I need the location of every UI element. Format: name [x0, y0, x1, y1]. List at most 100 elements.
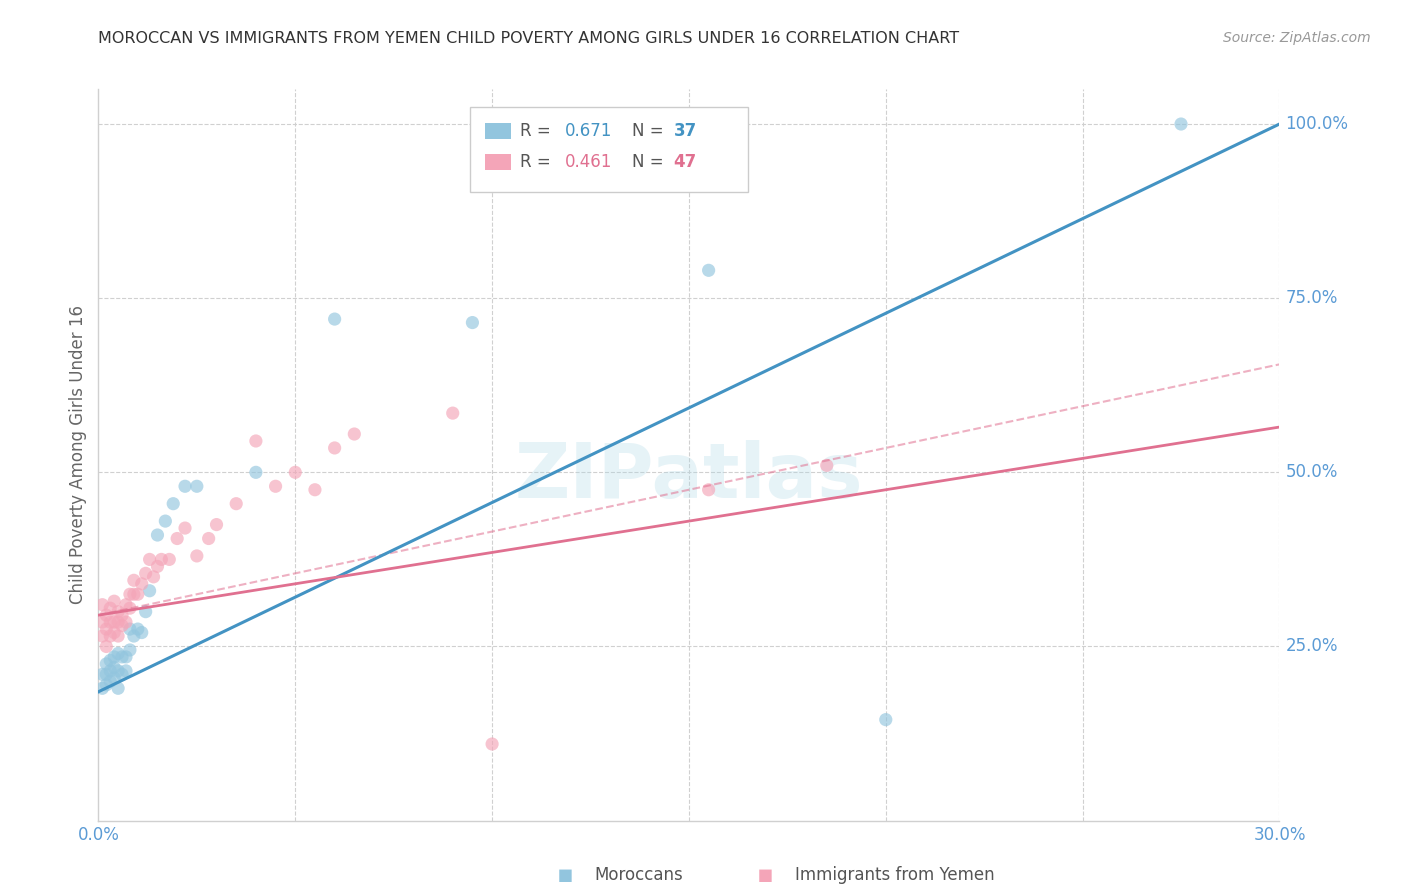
Point — [96, 678, 118, 692]
Point — [697, 483, 720, 497]
Point — [115, 598, 138, 612]
Point — [103, 625, 125, 640]
Point — [98, 653, 121, 667]
Point — [98, 674, 121, 689]
Point — [107, 647, 129, 661]
Text: 100.0%: 100.0% — [1285, 115, 1348, 133]
Point — [122, 574, 145, 588]
Point — [138, 552, 160, 566]
Point — [142, 570, 165, 584]
Text: ▪: ▪ — [557, 863, 574, 888]
Text: N =: N = — [633, 153, 669, 171]
Point — [174, 479, 197, 493]
Point — [103, 615, 125, 629]
Point — [96, 667, 118, 681]
Point — [875, 713, 897, 727]
Point — [343, 427, 366, 442]
Text: Immigrants from Yemen: Immigrants from Yemen — [796, 866, 995, 885]
Point — [122, 587, 145, 601]
Point — [264, 479, 287, 493]
Point — [304, 483, 326, 497]
Point — [96, 657, 118, 671]
Point — [91, 629, 114, 643]
Point — [111, 618, 134, 632]
Point — [107, 629, 129, 643]
Point — [107, 605, 129, 619]
Point — [91, 667, 114, 681]
Point — [98, 601, 121, 615]
Point — [150, 552, 173, 566]
Text: R =: R = — [520, 122, 555, 140]
Point — [461, 316, 484, 330]
Point — [111, 608, 134, 623]
Bar — [485, 154, 510, 170]
Text: ZIPatlas: ZIPatlas — [515, 440, 863, 514]
Point — [96, 622, 118, 636]
Point — [481, 737, 503, 751]
Point — [245, 466, 267, 480]
Point — [131, 576, 153, 591]
Point — [103, 660, 125, 674]
Text: R =: R = — [520, 153, 555, 171]
Point — [111, 667, 134, 681]
Text: MOROCCAN VS IMMIGRANTS FROM YEMEN CHILD POVERTY AMONG GIRLS UNDER 16 CORRELATION: MOROCCAN VS IMMIGRANTS FROM YEMEN CHILD … — [98, 31, 959, 46]
Text: ▪: ▪ — [758, 863, 775, 888]
Point — [115, 664, 138, 678]
Point — [135, 605, 157, 619]
Point — [323, 312, 346, 326]
Point — [127, 622, 149, 636]
Point — [162, 497, 184, 511]
Text: N =: N = — [633, 122, 669, 140]
Point — [245, 434, 267, 448]
Point — [205, 517, 228, 532]
Point — [111, 649, 134, 664]
FancyBboxPatch shape — [471, 108, 748, 192]
Point — [815, 458, 838, 473]
Point — [115, 615, 138, 629]
Bar — [485, 123, 510, 139]
Point — [107, 664, 129, 678]
Point — [127, 587, 149, 601]
Point — [323, 441, 346, 455]
Point — [118, 643, 141, 657]
Text: 47: 47 — [673, 153, 697, 171]
Point — [186, 549, 208, 563]
Point — [174, 521, 197, 535]
Point — [118, 587, 141, 601]
Text: Source: ZipAtlas.com: Source: ZipAtlas.com — [1223, 31, 1371, 45]
Text: 50.0%: 50.0% — [1285, 463, 1337, 482]
Point — [96, 640, 118, 654]
Point — [697, 263, 720, 277]
Point — [146, 528, 169, 542]
Point — [155, 514, 177, 528]
Point — [98, 629, 121, 643]
Point — [98, 664, 121, 678]
Point — [103, 649, 125, 664]
Point — [197, 532, 219, 546]
Point — [103, 594, 125, 608]
Point — [118, 601, 141, 615]
Point — [91, 615, 114, 629]
Text: 0.671: 0.671 — [565, 122, 612, 140]
Point — [98, 615, 121, 629]
Point — [186, 479, 208, 493]
Point — [103, 671, 125, 685]
Text: Moroccans: Moroccans — [595, 866, 683, 885]
Point — [157, 552, 180, 566]
Text: 25.0%: 25.0% — [1285, 638, 1339, 656]
Point — [138, 583, 160, 598]
Point — [284, 466, 307, 480]
Point — [115, 649, 138, 664]
Point — [441, 406, 464, 420]
Point — [146, 559, 169, 574]
Point — [96, 608, 118, 623]
Point — [107, 615, 129, 629]
Point — [166, 532, 188, 546]
Point — [91, 598, 114, 612]
Point — [135, 566, 157, 581]
Point — [1170, 117, 1192, 131]
Point — [91, 681, 114, 696]
Y-axis label: Child Poverty Among Girls Under 16: Child Poverty Among Girls Under 16 — [69, 305, 87, 605]
Text: 0.461: 0.461 — [565, 153, 612, 171]
Text: 75.0%: 75.0% — [1285, 289, 1337, 307]
